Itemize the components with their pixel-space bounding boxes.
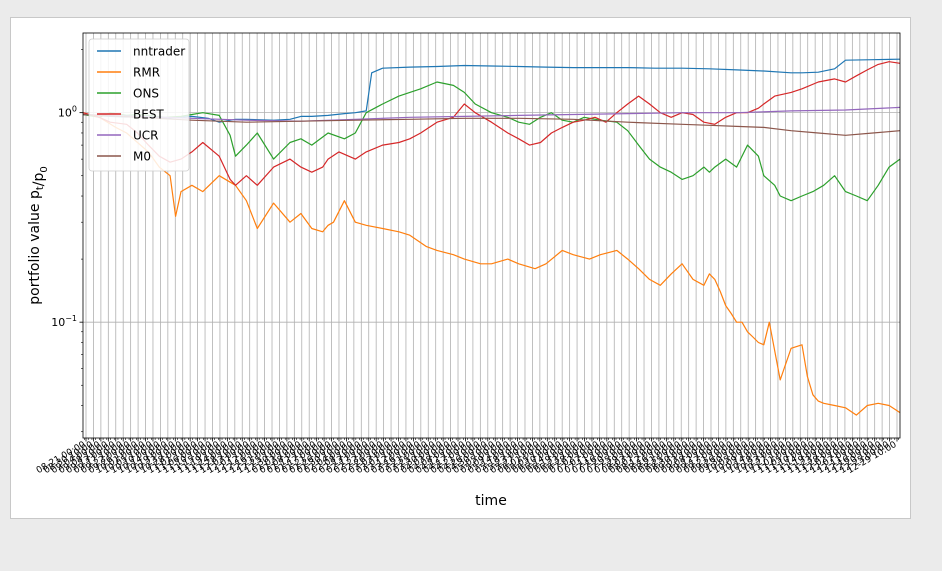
series-line-nntrader	[82, 58, 901, 123]
legend-label: BEST	[133, 108, 164, 122]
legend-label: RMR	[133, 66, 160, 80]
legend: nntrader RMR ONS BEST UCR M0	[88, 38, 190, 172]
y-axis-title: portfolio value pt/p0	[27, 166, 50, 304]
grid	[83, 33, 900, 438]
series-line-ONS	[82, 81, 901, 202]
series-line-RMR	[82, 112, 901, 416]
x-axis-title: time	[475, 493, 507, 509]
axes-frame	[82, 32, 901, 439]
series-line-M0	[82, 113, 901, 136]
y-tick-label: 100	[58, 105, 77, 120]
series-lines	[82, 58, 901, 416]
legend-label: M0	[133, 150, 151, 164]
series-line-BEST	[82, 61, 901, 186]
y-tick-label: 10−1	[51, 314, 77, 329]
figure-panel: 100 10−1 08-21 00:00 08-30 10:00 09-04 00:0…	[10, 17, 911, 519]
legend-label: nntrader	[133, 45, 185, 59]
legend-label: UCR	[133, 129, 159, 143]
y-axis-title-text: portfolio value pt/p0	[27, 166, 50, 304]
y-axis: 100 10−1	[51, 49, 83, 433]
series-line-UCR	[82, 106, 901, 122]
legend-label: ONS	[133, 87, 159, 101]
